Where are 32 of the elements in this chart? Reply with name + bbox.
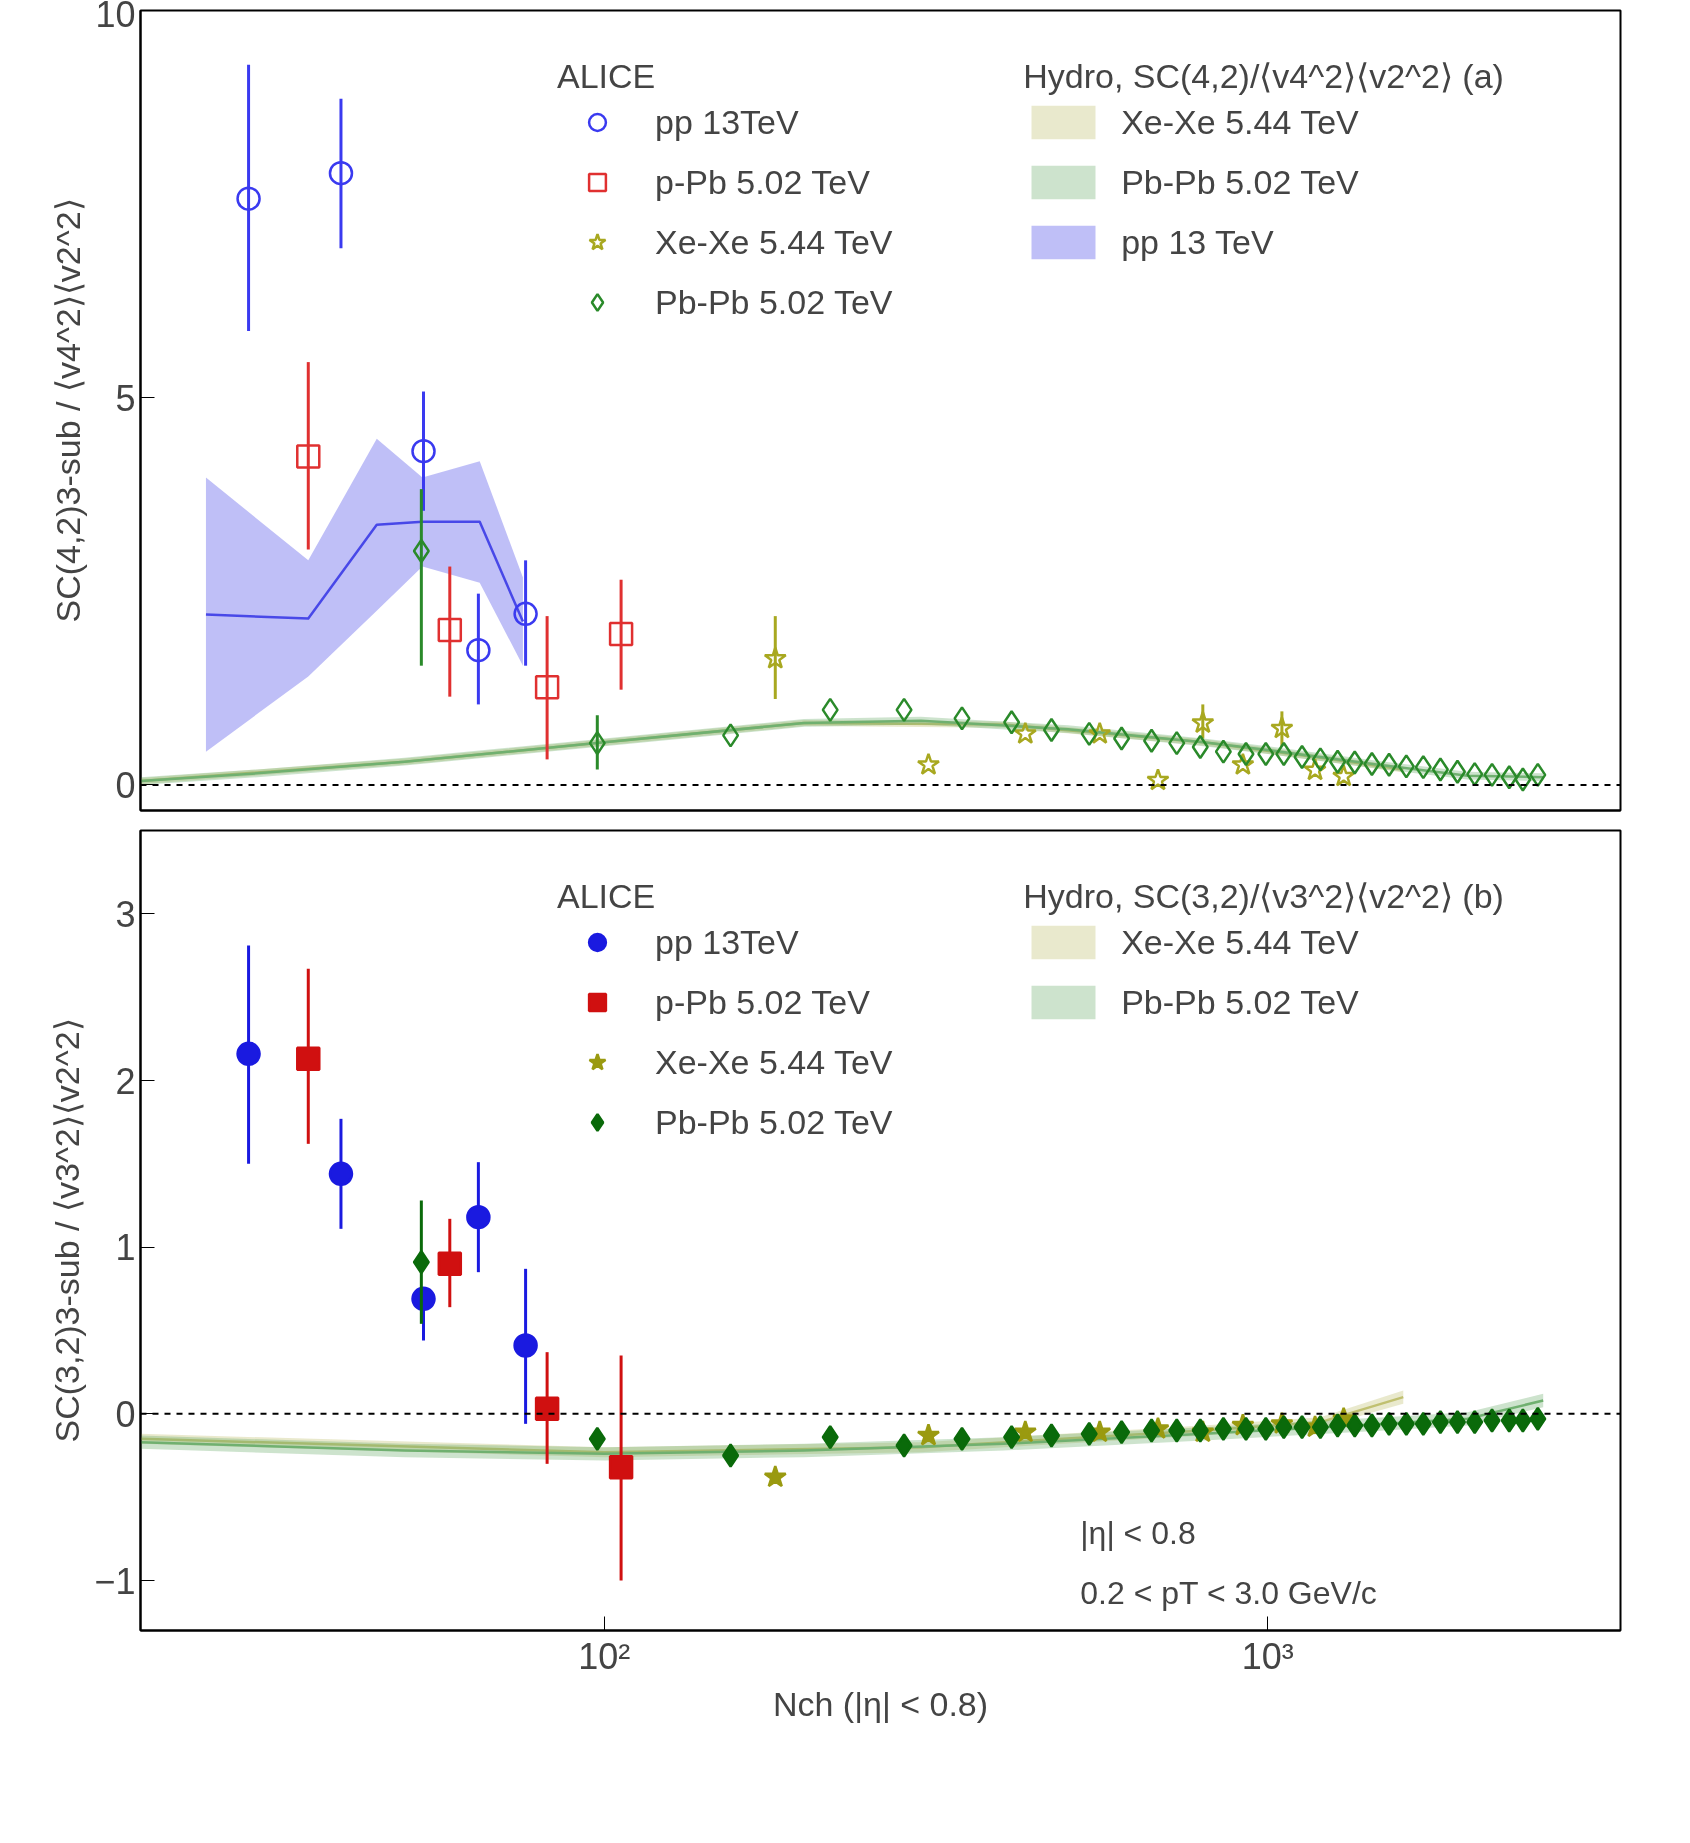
annotation: Hydro, SC(3,2)/⟨v3^2⟩⟨v2^2⟩ (b) <box>1023 876 1504 916</box>
legend-label: pp 13TeV <box>655 102 799 142</box>
x-axis-title: Nch (|η| < 0.8) <box>772 1684 989 1723</box>
legend-label: Pb-Pb 5.02 TeV <box>1121 162 1359 202</box>
y-axis-title: SC(3,2)3-sub / ⟨v3^2⟩⟨v2^2⟩ <box>48 1018 87 1443</box>
annotation: Hydro, SC(4,2)/⟨v4^2⟩⟨v2^2⟩ (a) <box>1023 56 1504 96</box>
legend-label: Xe-Xe 5.44 TeV <box>655 222 893 262</box>
legend-label: Pb-Pb 5.02 TeV <box>1121 982 1359 1022</box>
x-tick-label: 10³ <box>1241 1635 1294 1677</box>
annotation: |η| < 0.8 <box>1080 1514 1196 1551</box>
y-tick-label: 0 <box>115 764 136 806</box>
legend-label: Pb-Pb 5.02 TeV <box>655 282 893 322</box>
legend-label: pp 13TeV <box>655 922 799 962</box>
legend-title: ALICE <box>557 57 657 96</box>
y-tick-label: 1 <box>115 1227 136 1269</box>
legend-title: ALICE <box>557 877 657 916</box>
y-tick-label: 2 <box>115 1060 136 1102</box>
legend-label: pp 13 TeV <box>1121 222 1274 262</box>
y-tick-label: 0 <box>115 1393 136 1435</box>
legend-label: Pb-Pb 5.02 TeV <box>655 1102 893 1142</box>
legend-label: p-Pb 5.02 TeV <box>655 162 870 202</box>
legend-label: Xe-Xe 5.44 TeV <box>1121 102 1359 142</box>
x-tick-label: 10² <box>578 1635 631 1677</box>
y-tick-label: 10 <box>95 0 136 35</box>
y-tick-label: −1 <box>94 1560 136 1602</box>
y-tick-label: 5 <box>115 377 136 419</box>
legend-label: Xe-Xe 5.44 TeV <box>655 1042 893 1082</box>
y-tick-label: 3 <box>115 893 136 935</box>
annotation: 0.2 < pT < 3.0 GeV/c <box>1080 1574 1377 1611</box>
legend-label: Xe-Xe 5.44 TeV <box>1121 922 1359 962</box>
y-axis-title: SC(4,2)3-sub / ⟨v4^2⟩⟨v2^2⟩ <box>49 198 88 623</box>
legend-label: p-Pb 5.02 TeV <box>655 982 870 1022</box>
